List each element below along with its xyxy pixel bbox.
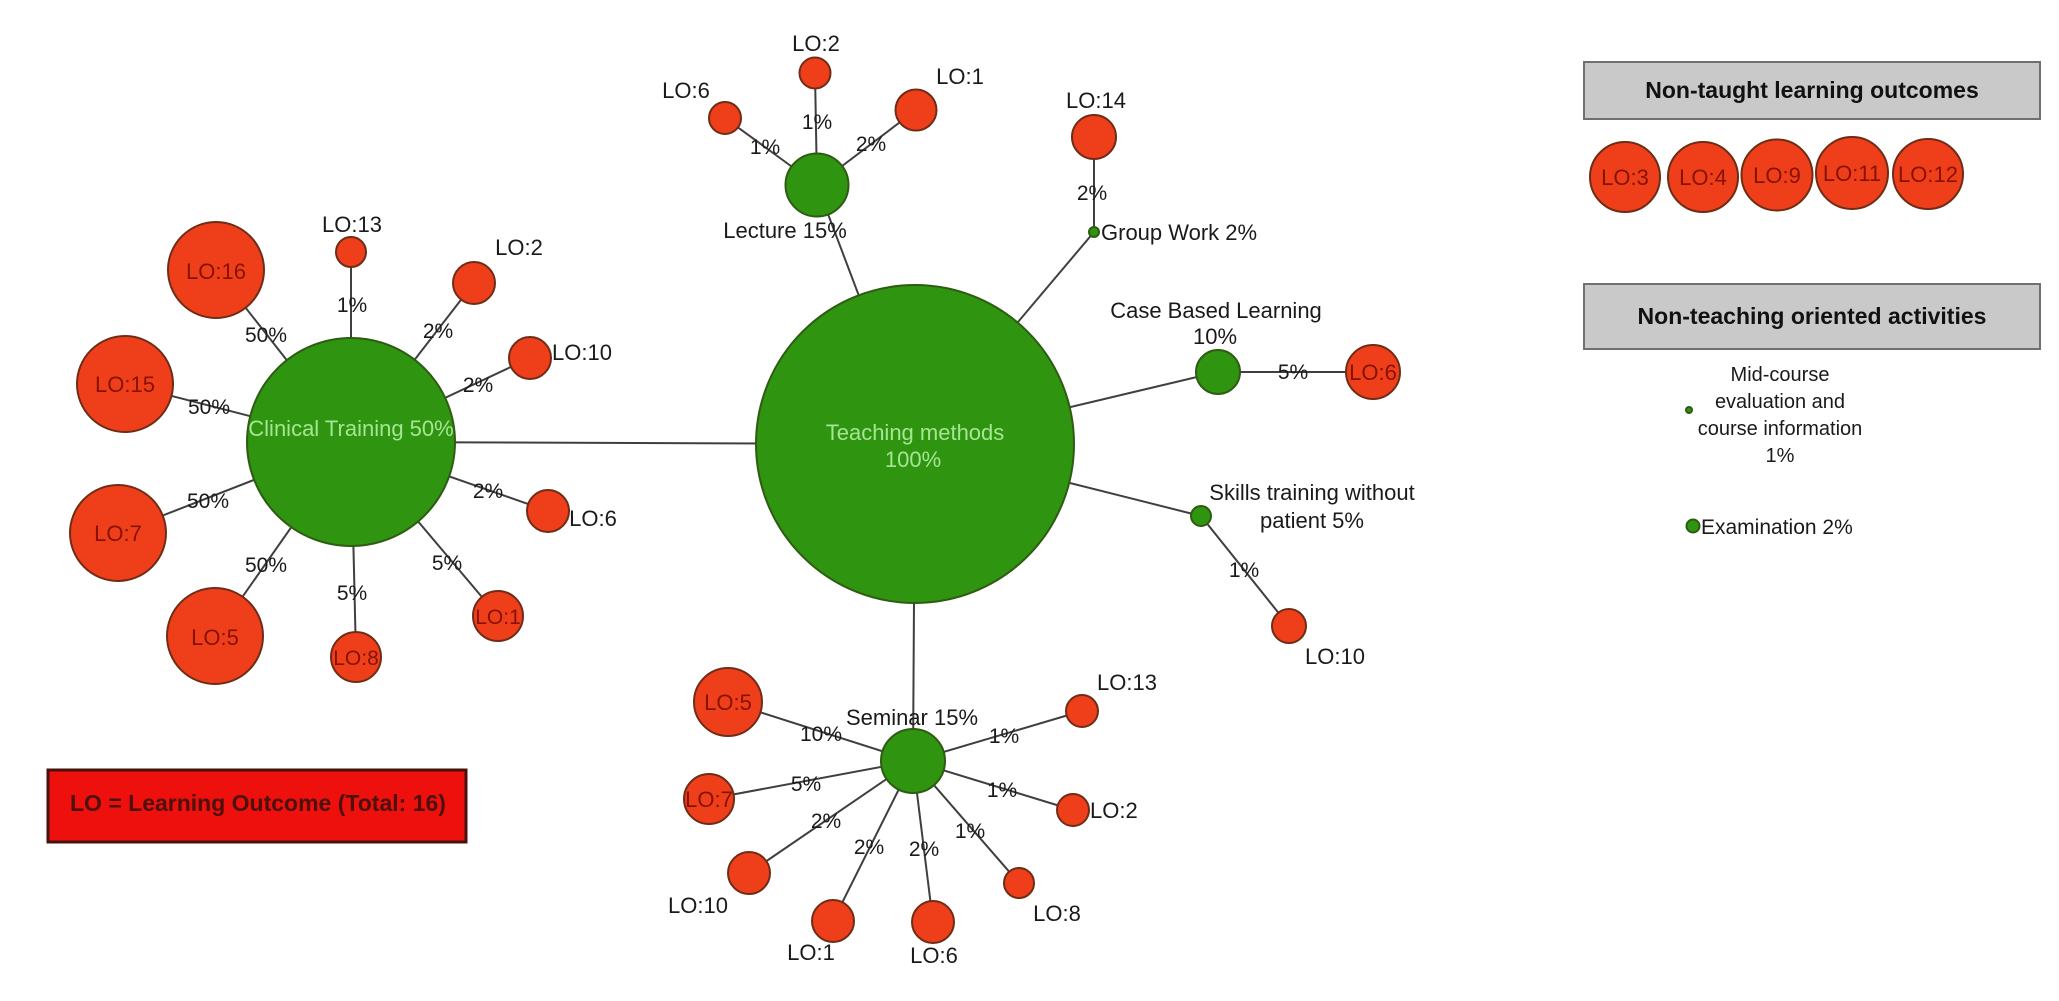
svg-text:5%: 5% (791, 773, 821, 796)
svg-text:Case Based Learning: Case Based Learning (1110, 298, 1322, 323)
svg-text:Mid-course: Mid-course (1731, 364, 1830, 386)
svg-text:1%: 1% (1766, 445, 1795, 467)
svg-text:LO:14: LO:14 (1066, 88, 1126, 113)
svg-text:10%: 10% (800, 723, 842, 746)
svg-text:LO:6: LO:6 (569, 506, 617, 531)
svg-text:LO:9: LO:9 (1753, 163, 1801, 188)
svg-text:LO:2: LO:2 (792, 31, 840, 56)
svg-text:2%: 2% (423, 320, 453, 343)
svg-text:LO:13: LO:13 (1097, 670, 1157, 695)
svg-text:2%: 2% (1077, 182, 1107, 205)
svg-text:1%: 1% (955, 820, 985, 843)
svg-text:patient 5%: patient 5% (1260, 508, 1364, 533)
svg-text:5%: 5% (1278, 361, 1308, 384)
svg-text:50%: 50% (188, 396, 230, 419)
svg-text:LO:2: LO:2 (495, 235, 543, 260)
svg-text:LO:5: LO:5 (704, 690, 752, 715)
svg-text:LO:4: LO:4 (1679, 165, 1727, 190)
svg-text:LO:10: LO:10 (668, 893, 728, 918)
svg-text:Skills training without: Skills training without (1209, 480, 1414, 505)
svg-text:LO:6: LO:6 (1349, 360, 1397, 385)
svg-text:1%: 1% (802, 111, 832, 134)
svg-text:LO:10: LO:10 (552, 340, 612, 365)
svg-text:LO:7: LO:7 (94, 521, 142, 546)
svg-text:50%: 50% (245, 324, 287, 347)
svg-text:2%: 2% (811, 810, 841, 833)
svg-text:evaluation and: evaluation and (1715, 391, 1845, 413)
svg-text:LO:12: LO:12 (1898, 162, 1958, 187)
svg-text:1%: 1% (987, 779, 1017, 802)
svg-text:LO:2: LO:2 (1090, 798, 1138, 823)
svg-text:50%: 50% (245, 554, 287, 577)
svg-text:course information: course information (1698, 418, 1863, 440)
svg-text:Group Work 2%: Group Work 2% (1101, 220, 1257, 245)
svg-text:LO:1: LO:1 (475, 606, 521, 629)
svg-text:2%: 2% (463, 374, 493, 397)
svg-text:LO:5: LO:5 (191, 625, 239, 650)
svg-text:2%: 2% (473, 480, 503, 503)
svg-text:1%: 1% (989, 725, 1019, 748)
svg-text:Seminar 15%: Seminar 15% (846, 705, 978, 730)
svg-text:Non-taught learning outcomes: Non-taught learning outcomes (1645, 77, 1979, 103)
svg-text:LO:8: LO:8 (333, 647, 379, 670)
svg-text:Clinical Training 50%: Clinical Training 50% (248, 416, 453, 441)
svg-text:5%: 5% (337, 582, 367, 605)
svg-text:LO:1: LO:1 (936, 64, 984, 89)
svg-text:50%: 50% (187, 490, 229, 513)
svg-text:LO:6: LO:6 (662, 78, 710, 103)
svg-text:LO:13: LO:13 (322, 212, 382, 237)
svg-text:1%: 1% (337, 294, 367, 317)
svg-text:LO:6: LO:6 (910, 943, 958, 968)
svg-text:2%: 2% (909, 838, 939, 861)
svg-text:5%: 5% (432, 552, 462, 575)
svg-text:1%: 1% (1229, 559, 1259, 582)
svg-text:LO:3: LO:3 (1601, 165, 1649, 190)
svg-text:Examination 2%: Examination 2% (1701, 516, 1853, 539)
svg-text:Non-teaching oriented activiti: Non-teaching oriented activities (1638, 303, 1987, 329)
svg-text:2%: 2% (856, 133, 886, 156)
svg-text:LO:11: LO:11 (1823, 161, 1881, 186)
svg-text:LO:8: LO:8 (1033, 901, 1081, 926)
svg-text:Lecture 15%: Lecture 15% (723, 218, 847, 243)
svg-text:1%: 1% (750, 136, 780, 159)
svg-text:Teaching methods: Teaching methods (826, 420, 1005, 445)
svg-text:100%: 100% (885, 447, 941, 472)
svg-text:LO:1: LO:1 (787, 940, 835, 965)
svg-text:LO = Learning Outcome (Total:: LO = Learning Outcome (Total: 16) (70, 790, 446, 816)
svg-text:LO:16: LO:16 (186, 259, 246, 284)
svg-text:LO:7: LO:7 (685, 787, 733, 812)
svg-text:10%: 10% (1193, 324, 1237, 349)
svg-text:LO:15: LO:15 (95, 372, 155, 397)
svg-text:2%: 2% (854, 836, 884, 859)
svg-text:LO:10: LO:10 (1305, 644, 1365, 669)
